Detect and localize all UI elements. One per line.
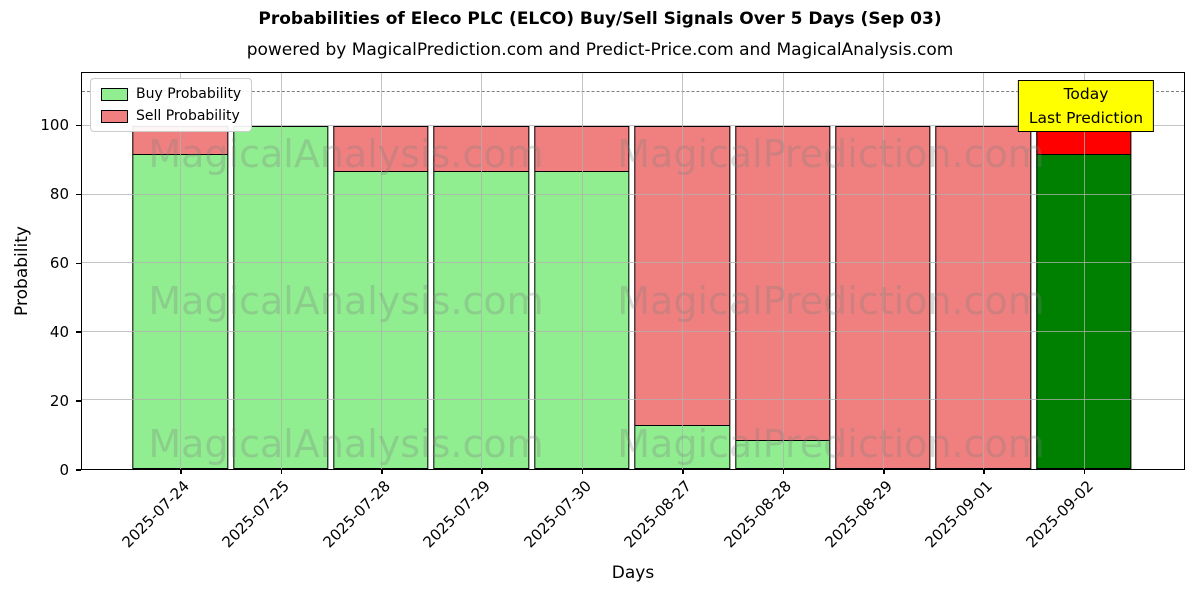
x-tick-mark (883, 469, 885, 474)
x-tick-mark (280, 469, 283, 474)
x-tick-label: 2025-08-29 (821, 477, 896, 552)
y-tick-60: 60 (50, 254, 81, 272)
x-tick-label: 2025-07-29 (419, 477, 495, 552)
plot-area: 2025-07-24 2025-07-25 2025-07-28 2025-07-29… (81, 72, 1185, 551)
legend-swatch (101, 109, 128, 123)
bar-group-2025-07-24: 2025-07-24 (119, 73, 230, 551)
y-tick-label: 60 (49, 254, 69, 273)
legend-label: Buy Probability (136, 86, 242, 102)
legend-item: Buy Probability (101, 86, 241, 102)
y-tick-mark (76, 124, 81, 127)
x-tick-label: 2025-08-27 (620, 477, 695, 552)
gridline-x (782, 73, 784, 469)
y-tick-100: 100 (40, 116, 81, 134)
y-tick-label: 100 (40, 116, 69, 135)
x-tick-label: 2025-07-30 (520, 477, 595, 552)
bar-group-2025-07-25: 2025-07-25 (219, 73, 330, 551)
x-tick-mark (983, 469, 985, 474)
gridline-x (1083, 73, 1085, 469)
y-tick-mark (76, 400, 81, 402)
bar-group-2025-07-28: 2025-07-28 (319, 73, 431, 551)
legend-item: Sell Probability (101, 108, 241, 124)
legend: Buy Probability Sell Probability (90, 78, 253, 132)
threshold-dashed-line (82, 90, 1184, 92)
y-tick-80: 80 (50, 185, 81, 203)
y-tick-0: 0 (59, 461, 81, 479)
y-tick-label: 80 (49, 185, 69, 204)
x-tick-label: 2025-07-24 (118, 477, 193, 552)
bar-group-2025-07-29: 2025-07-29 (420, 73, 531, 551)
legend-label: Sell Probability (136, 108, 240, 124)
annotation-line-1: Today (1063, 85, 1109, 103)
gridline-x (280, 73, 282, 469)
bars-container: 2025-07-24 2025-07-25 2025-07-28 2025-07-29… (119, 73, 1134, 551)
y-tick-20: 20 (50, 392, 81, 410)
gridline-x (581, 73, 583, 469)
x-tick-label: 2025-09-02 (1022, 477, 1097, 552)
y-tick-mark (76, 262, 81, 264)
gridline-x (983, 73, 985, 469)
x-axis-label: Days (611, 563, 655, 583)
x-tick-mark (381, 469, 383, 474)
x-tick-mark (581, 469, 584, 474)
x-tick-label: 2025-07-28 (319, 477, 394, 552)
x-tick-label: 2025-07-25 (218, 477, 294, 552)
y-tick-label: 20 (49, 392, 69, 411)
today-annotation: Today Last Prediction (1017, 80, 1155, 132)
x-tick-label: 2025-09-01 (921, 477, 997, 552)
x-tick-mark (1083, 469, 1086, 474)
gridline-y-40 (82, 330, 1184, 332)
chart-title: Probabilities of Eleco PLC (ELCO) Buy/Se… (258, 9, 942, 29)
legend-swatch (101, 87, 128, 101)
y-tick-40: 40 (50, 323, 81, 341)
y-tick-label: 40 (49, 323, 69, 342)
x-tick-mark (782, 469, 785, 474)
gridline-y-80 (82, 193, 1184, 195)
y-tick-mark (76, 469, 81, 471)
gridline-y-60 (82, 262, 1184, 264)
bar-group-2025-08-29: 2025-08-29 (821, 73, 933, 551)
x-tick-mark (180, 469, 182, 474)
y-tick-mark (76, 193, 81, 196)
bar-group-2025-09-02: 2025-09-02 (1022, 73, 1134, 551)
x-tick-mark (481, 469, 483, 474)
bar-group-2025-08-27: 2025-08-27 (621, 73, 732, 551)
y-axis-ticks: 0 20 40 60 80 100 (0, 72, 81, 479)
x-tick-label: 2025-08-28 (720, 477, 796, 552)
gridline-x (682, 73, 684, 469)
gridline-x (381, 73, 383, 469)
gridline-y-20 (82, 399, 1184, 401)
gridline-x (883, 73, 885, 469)
bar-group-2025-07-30: 2025-07-30 (520, 73, 632, 551)
gridline-y-100 (82, 125, 1184, 127)
bar-group-2025-09-01: 2025-09-01 (922, 73, 1033, 551)
y-tick-mark (76, 331, 81, 333)
annotation-line-2: Last Prediction (1028, 109, 1144, 127)
bar-group-2025-08-28: 2025-08-28 (721, 73, 832, 551)
chart-subtitle: powered by MagicalPrediction.com and Pre… (246, 40, 954, 60)
x-tick-mark (682, 469, 684, 474)
gridline-x (180, 73, 182, 469)
y-tick-label: 0 (59, 461, 69, 479)
gridline-x (481, 73, 483, 469)
